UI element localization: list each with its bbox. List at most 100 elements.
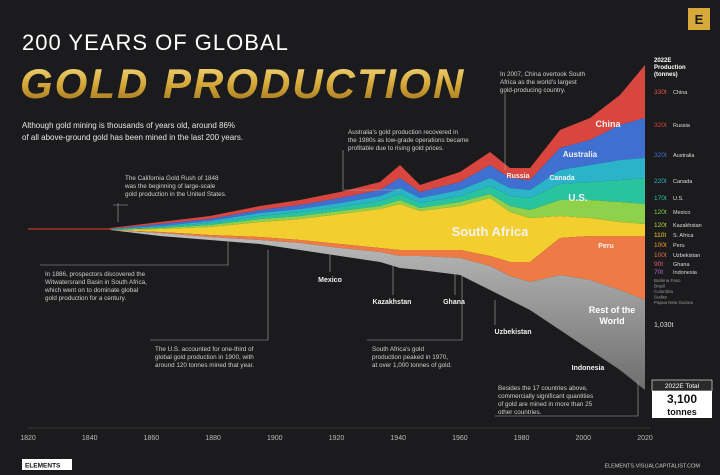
- annotation: The U.S. accounted for one-third of: [155, 346, 254, 353]
- leader: [329, 250, 496, 325]
- legend-value: 220t: [654, 178, 667, 185]
- stream-label: China: [595, 119, 621, 129]
- title-main: GOLD PRODUCTION: [20, 60, 465, 107]
- stream-label: South Africa: [452, 224, 530, 239]
- total-label: 2022E Total: [665, 383, 700, 390]
- legend-name: U.S.: [673, 196, 684, 202]
- legend-small: Sudan: [654, 295, 668, 300]
- stream-band: [110, 198, 645, 262]
- stream-label: Australia: [563, 150, 598, 159]
- stream-label: Ghana: [443, 299, 465, 306]
- annotation: In 1886, prospectors discovered the: [45, 271, 146, 278]
- annotation: other countries.: [498, 409, 542, 416]
- leader: [40, 240, 229, 266]
- annotation: around 120 tonnes mined that year.: [155, 362, 254, 369]
- legend-header: Production: [654, 65, 686, 71]
- stream-label: World: [599, 316, 624, 326]
- leader: [367, 262, 463, 341]
- stream: [110, 65, 645, 390]
- x-tick-label: 1940: [390, 435, 406, 442]
- total-unit: tonnes: [667, 407, 697, 417]
- brand: ELEMENTS: [25, 463, 61, 470]
- stream-band: [110, 194, 645, 230]
- x-tick-label: 1880: [205, 435, 221, 442]
- footer-url: ELEMENTS.VISUALCAPITALIST.COM: [604, 464, 700, 470]
- stream-label: Uzbekistan: [495, 329, 532, 336]
- legend-name: Russia: [673, 123, 691, 129]
- stream-label: Canada: [549, 175, 574, 182]
- logo: [688, 8, 710, 30]
- legend-name: Kazakhstan: [673, 223, 702, 229]
- leader: [113, 203, 128, 222]
- legend-rest: 1,030t: [654, 322, 674, 329]
- x-tick-label: 1900: [267, 435, 283, 442]
- total-value: 3,100: [667, 392, 697, 406]
- annotation: the 1980s as low-grade operations became: [348, 137, 469, 144]
- annotation: gold-producing country.: [500, 87, 566, 94]
- annotation: Besides the 17 countries above,: [498, 385, 588, 392]
- brand-box: [22, 459, 72, 470]
- x-tick-label: 1960: [452, 435, 468, 442]
- annotation: global gold production in 1900, with: [155, 354, 254, 361]
- annotation: Australia's gold production recovered in: [348, 129, 459, 136]
- x-tick-label: 2020: [637, 435, 653, 442]
- title: 200 YEARS OF GLOBAL: [22, 30, 289, 55]
- logo-letter: E: [695, 12, 704, 27]
- annotation: profitable due to rising gold prices.: [348, 145, 444, 152]
- annotation: In 2007, China overtook South: [500, 71, 586, 78]
- x-tick-label: 1980: [514, 435, 530, 442]
- legend-value: 100t: [654, 242, 667, 249]
- annotation: Africa as the world's largest: [500, 79, 577, 86]
- stream-band: [110, 158, 645, 230]
- legend-value: 100t: [654, 252, 667, 259]
- legend-value: 90t: [654, 261, 663, 268]
- annotation: of gold are mined in more than 25: [498, 401, 593, 408]
- legend-header: 2022E: [654, 58, 671, 64]
- x-axis-labels: 1820 1840 1860 1880 1900 1920 1940 1960 1980 2000…: [20, 435, 653, 442]
- legend-name: Uzbekistan: [673, 253, 700, 259]
- stream-label: Mexico: [318, 277, 342, 284]
- x-tick-label: 2000: [576, 435, 592, 442]
- legend-name: S. Africa: [673, 233, 694, 239]
- legend-small: Colombia: [654, 289, 674, 294]
- annotation: production peaked in 1970,: [372, 354, 448, 361]
- x-tick-label: 1920: [329, 435, 345, 442]
- legend-value: 110t: [654, 232, 666, 239]
- leader: [495, 380, 639, 417]
- stream-band: [110, 118, 645, 229]
- stream-label: U.S.: [568, 193, 588, 204]
- stream-band: [110, 230, 645, 300]
- legend-value: 170t: [654, 195, 667, 202]
- legend-name: Australia: [673, 153, 695, 159]
- legend-name: Canada: [673, 179, 693, 185]
- legend-value: 70t: [654, 269, 663, 276]
- annotation: South Africa's gold: [372, 346, 424, 353]
- legend-name: Mexico: [673, 210, 690, 216]
- legend-name: Peru: [673, 243, 685, 249]
- leader: [150, 250, 269, 341]
- legend-value: 120t: [654, 209, 667, 216]
- x-tick-label: 1840: [82, 435, 98, 442]
- legend-name: Indonesia: [673, 270, 698, 276]
- stream-label: Rest of the: [589, 305, 636, 315]
- stream-label: Kazakhstan: [373, 299, 412, 306]
- x-tick-label: 1820: [20, 435, 36, 442]
- x-tick-label: 1860: [144, 435, 160, 442]
- legend-value: 320t: [654, 122, 667, 129]
- annotation: was the beginning of large-scale: [124, 183, 216, 190]
- intro: of all above-ground gold has been mined …: [22, 133, 243, 142]
- annotation: commercially significant quantities: [498, 393, 593, 400]
- stream-label: Russia: [507, 173, 530, 180]
- legend-name: China: [673, 90, 688, 96]
- annotation: at over 1,000 tonnes of gold.: [372, 362, 452, 369]
- annotation: gold production for a century.: [45, 295, 126, 302]
- legend-value: 120t: [654, 222, 667, 229]
- legend-small: Brazil: [654, 284, 665, 289]
- annotation: Witwatersrand Basin in South Africa,: [45, 279, 147, 286]
- stream-label: Indonesia: [572, 365, 605, 372]
- stream-labels: China Russia Australia Canada U.S. South Afri…: [318, 119, 635, 372]
- legend-small: Papua New Guinea: [654, 300, 694, 305]
- legend-header: (tonnes): [654, 72, 678, 78]
